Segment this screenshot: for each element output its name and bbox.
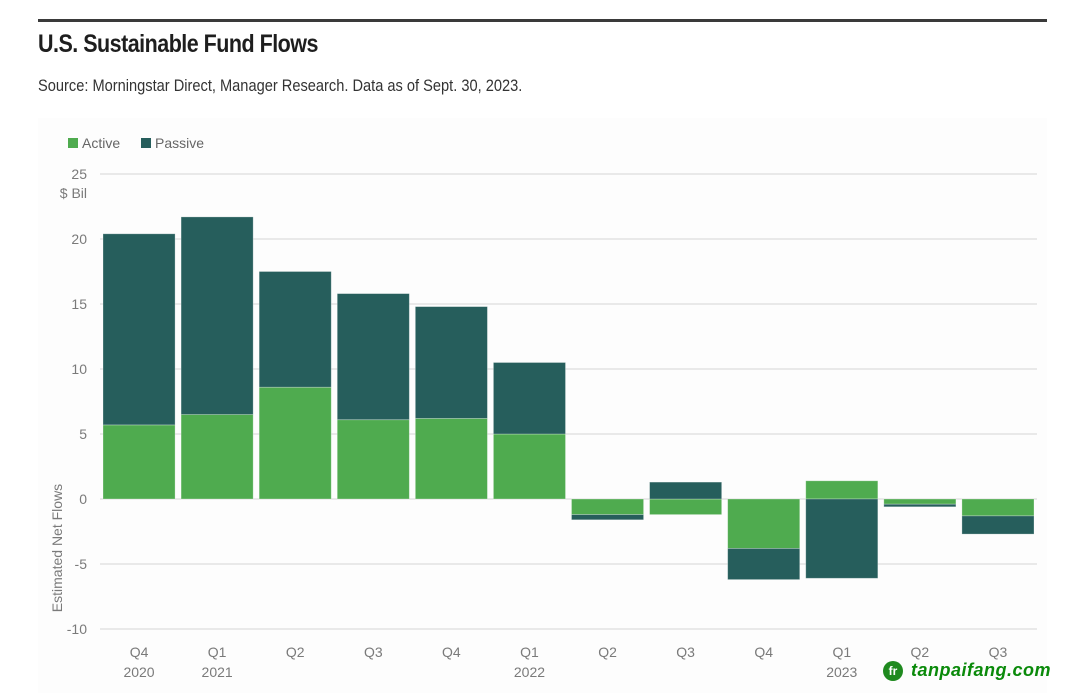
bar-active-q4-0 — [102, 424, 176, 500]
bar-active-q1-5 — [493, 433, 566, 500]
x-tick-quarter: Q2 — [598, 644, 617, 660]
top-rule — [38, 19, 1047, 22]
chart-subtitle: Source: Morningstar Direct, Manager Rese… — [38, 76, 523, 95]
bar-active-q3-7 — [649, 498, 723, 516]
bar-passive-q3-11 — [961, 515, 1035, 535]
bar-active-q3-3 — [336, 419, 410, 500]
gridlines — [100, 173, 1037, 630]
bar-active-q4-8 — [727, 498, 801, 549]
bar-passive-q1-9 — [805, 498, 879, 579]
bar-passive-q2-6 — [571, 514, 644, 521]
y-tick-label: 20 — [71, 231, 87, 247]
y-tick-label: 10 — [71, 361, 87, 377]
bars — [102, 216, 1035, 581]
legend-swatch-passive — [141, 138, 151, 148]
x-tick-quarter: Q1 — [208, 644, 227, 660]
bar-passive-q4-4 — [414, 306, 488, 419]
bar-active-q3-11 — [961, 498, 1035, 517]
y-tick-label: 5 — [79, 426, 87, 442]
bar-active-q2-6 — [571, 498, 644, 516]
legend-label-active: Active — [82, 135, 120, 151]
y-axis-title: Estimated Net Flows — [49, 484, 65, 612]
x-tick-quarter: Q1 — [832, 644, 851, 660]
bar-active-q1-1 — [180, 414, 254, 500]
bar-passive-q3-7 — [649, 481, 723, 500]
watermark-text: tanpaifang.com — [911, 660, 1052, 680]
y-unit-label: $ Bil — [60, 185, 87, 201]
x-tick-year: 2020 — [123, 664, 154, 680]
x-tick-quarter: Q1 — [520, 644, 539, 660]
x-tick-quarter: Q4 — [130, 644, 149, 660]
bar-active-q2-10 — [883, 498, 957, 505]
x-tick-quarter: Q4 — [442, 644, 461, 660]
bar-passive-q1-1 — [180, 216, 254, 415]
bar-active-q2-2 — [258, 386, 332, 500]
y-tick-label: 15 — [71, 296, 87, 312]
legend-swatch-active — [68, 138, 78, 148]
bar-passive-q4-0 — [102, 233, 176, 426]
bar-passive-q2-10 — [883, 503, 957, 508]
x-tick-quarter: Q3 — [676, 644, 695, 660]
x-tick-quarter: Q4 — [754, 644, 773, 660]
bar-active-q1-9 — [805, 480, 879, 500]
x-axis: Q4 2020 Q1 2021 Q2 Q3 Q4 Q1 2022 Q2 Q3 Q4 Q1 2023 Q2 Q3 — [123, 644, 1007, 680]
x-tick-year: 2021 — [202, 664, 233, 680]
watermark: fr tanpaifang.com — [883, 660, 1051, 681]
bar-passive-q4-8 — [727, 548, 801, 581]
y-tick-label: -10 — [67, 621, 87, 637]
x-tick-year: 2023 — [826, 664, 857, 680]
x-tick-quarter: Q3 — [364, 644, 383, 660]
y-tick-label: -5 — [75, 556, 88, 572]
x-tick-quarter: Q3 — [989, 644, 1008, 660]
y-tick-label: 25 — [71, 166, 87, 182]
legend-label-passive: Passive — [155, 135, 204, 151]
legend: Active Passive — [68, 135, 204, 151]
bar-passive-q1-5 — [493, 362, 566, 435]
x-tick-quarter: Q2 — [286, 644, 305, 660]
chart-title: U.S. Sustainable Fund Flows — [38, 30, 318, 58]
bar-passive-q3-3 — [336, 293, 410, 421]
x-tick-quarter: Q2 — [911, 644, 930, 660]
bar-active-q4-4 — [414, 417, 488, 500]
watermark-logo-icon: fr — [883, 660, 903, 681]
y-axis: 25 20 15 10 5 0 -5 -10 $ Bil Estimated Net Flows — [49, 166, 87, 637]
x-tick-year: 2022 — [514, 664, 545, 680]
bar-passive-q2-2 — [258, 271, 332, 388]
y-tick-label: 0 — [79, 491, 87, 507]
